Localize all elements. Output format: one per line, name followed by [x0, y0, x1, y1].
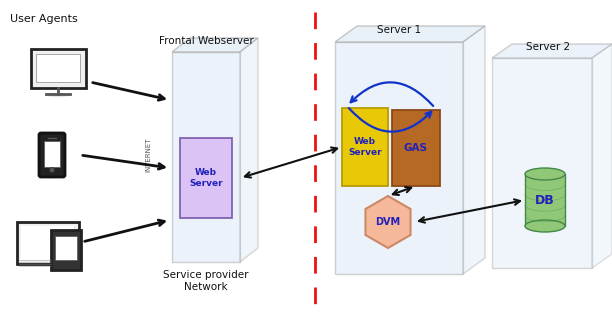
Polygon shape — [492, 58, 592, 268]
FancyBboxPatch shape — [31, 48, 86, 87]
Polygon shape — [365, 196, 411, 248]
Text: Server 1: Server 1 — [377, 25, 421, 35]
Polygon shape — [592, 44, 612, 268]
FancyBboxPatch shape — [342, 108, 388, 186]
FancyBboxPatch shape — [17, 222, 78, 264]
Circle shape — [50, 167, 54, 173]
Polygon shape — [492, 44, 612, 58]
Text: Server 2: Server 2 — [526, 42, 570, 52]
Polygon shape — [463, 26, 485, 274]
FancyBboxPatch shape — [20, 226, 73, 260]
Text: User Agents: User Agents — [10, 14, 78, 24]
Polygon shape — [172, 52, 240, 262]
FancyBboxPatch shape — [44, 141, 60, 167]
Ellipse shape — [525, 220, 565, 232]
FancyBboxPatch shape — [36, 54, 80, 82]
Text: Web
Server: Web Server — [348, 137, 382, 157]
Text: DVM: DVM — [375, 217, 401, 227]
FancyBboxPatch shape — [55, 236, 77, 260]
Ellipse shape — [525, 168, 565, 180]
Text: DB: DB — [535, 194, 555, 206]
FancyBboxPatch shape — [51, 230, 81, 270]
Ellipse shape — [45, 93, 71, 97]
Polygon shape — [525, 174, 565, 226]
Polygon shape — [172, 38, 258, 52]
Text: Frontal Webserver: Frontal Webserver — [159, 36, 253, 46]
Text: INTERNET: INTERNET — [145, 138, 151, 172]
FancyBboxPatch shape — [180, 138, 232, 218]
Text: Service provider
Network: Service provider Network — [163, 270, 248, 292]
Polygon shape — [335, 42, 463, 274]
Polygon shape — [335, 26, 485, 42]
FancyBboxPatch shape — [392, 110, 440, 186]
Text: Web
Server: Web Server — [189, 168, 223, 188]
FancyBboxPatch shape — [39, 133, 65, 177]
Text: GAS: GAS — [404, 143, 428, 153]
Polygon shape — [240, 38, 258, 262]
